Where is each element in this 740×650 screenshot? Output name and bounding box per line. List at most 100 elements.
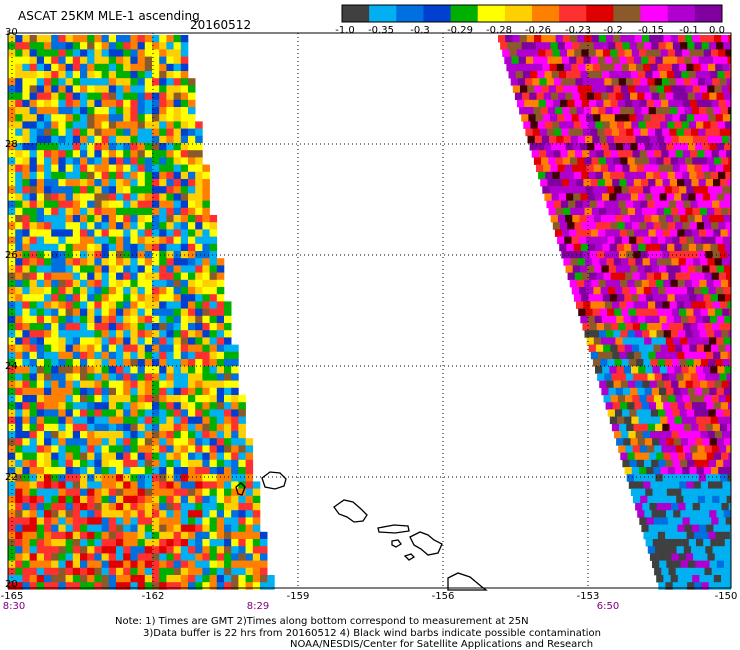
data-cell (188, 474, 196, 482)
data-cell (719, 495, 727, 504)
data-cell (116, 488, 124, 497)
data-cell (709, 337, 717, 345)
data-cell (188, 337, 196, 345)
data-cell (231, 438, 239, 446)
data-cell (166, 344, 174, 353)
data-cell (622, 42, 630, 50)
data-cell (87, 582, 95, 590)
data-cell (51, 157, 59, 165)
data-cell (65, 107, 74, 115)
data-cell (188, 222, 196, 230)
data-cell (260, 567, 268, 576)
data-cell (202, 359, 210, 367)
data-cell (101, 186, 110, 194)
data-cell (609, 315, 617, 324)
data-cell (72, 567, 81, 576)
data-cell (671, 258, 679, 266)
data-cell (130, 524, 138, 533)
data-cell (540, 56, 548, 65)
data-cell (87, 294, 95, 302)
data-cell (58, 121, 66, 129)
data-cell (673, 265, 681, 273)
data-cell (604, 373, 612, 381)
data-cell (209, 539, 218, 547)
data-cell (159, 301, 167, 309)
data-cell (36, 258, 45, 266)
data-cell (597, 373, 605, 381)
data-cell (718, 344, 726, 353)
data-cell (44, 107, 52, 115)
data-cell (80, 186, 88, 194)
data-cell (666, 143, 674, 151)
data-cell (180, 467, 189, 475)
data-cell (630, 315, 639, 324)
data-cell (29, 539, 38, 547)
data-cell (209, 560, 218, 569)
data-cell (202, 452, 210, 461)
data-cell (173, 402, 182, 410)
data-cell (51, 380, 59, 389)
colorbar-segment (450, 5, 479, 22)
data-cell (108, 423, 117, 432)
data-cell (173, 409, 182, 417)
data-cell (677, 524, 685, 533)
data-cell (593, 337, 602, 345)
data-cell (123, 438, 131, 446)
data-cell (87, 56, 95, 65)
data-cell (632, 150, 640, 158)
data-cell (684, 301, 692, 309)
data-cell (137, 431, 146, 439)
data-cell (668, 395, 676, 403)
data-cell (101, 287, 110, 295)
data-cell (692, 330, 700, 338)
data-cell (159, 467, 167, 475)
data-cell (159, 107, 167, 115)
data-cell (72, 431, 81, 439)
data-cell (668, 445, 677, 453)
data-cell (123, 42, 131, 50)
data-cell (202, 243, 210, 252)
data-cell (29, 517, 38, 525)
data-cell (209, 423, 218, 432)
data-cell (723, 265, 731, 273)
data-cell (173, 121, 182, 129)
data-cell (44, 315, 52, 324)
data-cell (676, 495, 684, 504)
data-cell (80, 474, 88, 482)
data-cell (152, 193, 160, 201)
data-cell (72, 114, 81, 122)
data-cell (693, 63, 702, 72)
data-cell (209, 387, 218, 396)
data-cell (36, 503, 45, 511)
data-cell (594, 71, 603, 79)
data-cell (691, 546, 699, 554)
data-cell (58, 575, 66, 583)
data-cell (714, 431, 723, 439)
data-cell (585, 135, 593, 144)
data-cell (723, 164, 731, 173)
data-cell (596, 99, 604, 108)
data-cell (699, 207, 708, 216)
data-cell (29, 510, 38, 518)
data-cell (22, 395, 30, 403)
data-cell (116, 380, 124, 389)
data-cell (80, 387, 88, 396)
data-cell (544, 71, 552, 79)
data-cell (552, 222, 561, 230)
data-cell (173, 517, 182, 525)
data-cell (647, 423, 656, 432)
data-cell (666, 438, 674, 446)
data-cell (51, 445, 59, 453)
data-cell (630, 265, 638, 273)
data-cell (641, 351, 649, 360)
data-cell (87, 215, 95, 223)
data-cell (653, 395, 662, 403)
data-cell (568, 78, 576, 86)
data-cell (123, 431, 131, 439)
data-cell (108, 294, 117, 302)
data-cell (224, 337, 232, 345)
data-cell (576, 56, 584, 65)
data-cell (188, 121, 196, 129)
data-cell (238, 423, 246, 432)
data-cell (58, 200, 66, 209)
